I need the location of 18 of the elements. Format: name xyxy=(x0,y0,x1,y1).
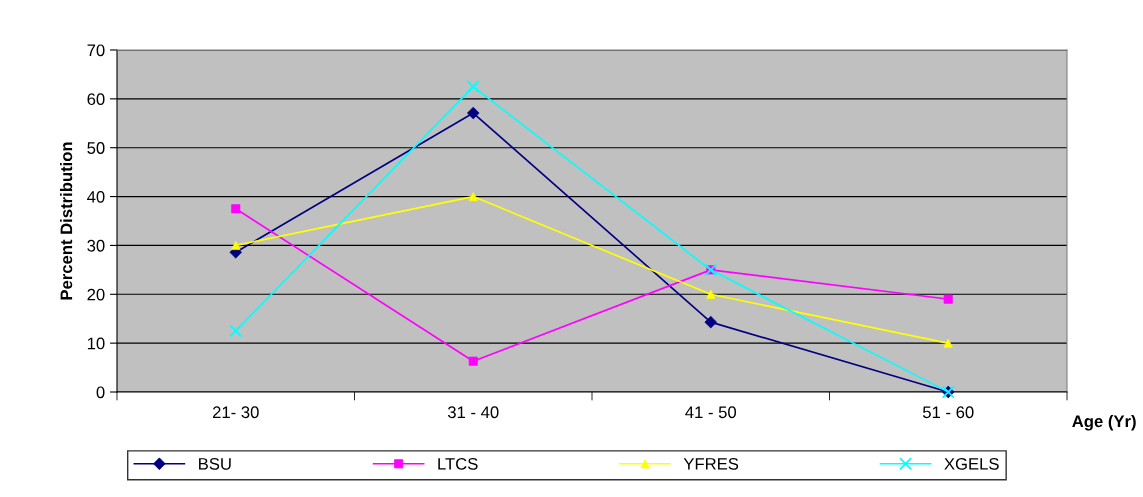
x-tick-label: 51 - 60 xyxy=(922,406,974,419)
x-tick-label: 21- 30 xyxy=(212,406,259,419)
y-tick-label: 70 xyxy=(87,44,105,57)
y-tick-label: 30 xyxy=(87,239,105,252)
legend-label: YFRES xyxy=(683,457,739,470)
x-tick-label: 31 - 40 xyxy=(447,406,499,419)
y-axis-title: Percent Distribution xyxy=(60,142,73,300)
legend-label: XGELS xyxy=(944,457,999,470)
y-tick-label: 60 xyxy=(87,93,105,106)
y-tick-label: 50 xyxy=(87,142,105,154)
y-tick-label: 20 xyxy=(87,288,105,301)
y-tick-label: 0 xyxy=(96,386,105,399)
legend-label: BSU xyxy=(199,457,231,470)
y-tick-label: 10 xyxy=(87,337,105,350)
x-tick-label: 41 - 50 xyxy=(685,406,737,419)
x-axis-title: Age (Yr) xyxy=(1072,414,1136,431)
y-tick-label: 40 xyxy=(87,190,105,203)
legend-label: LTCS xyxy=(438,457,478,470)
